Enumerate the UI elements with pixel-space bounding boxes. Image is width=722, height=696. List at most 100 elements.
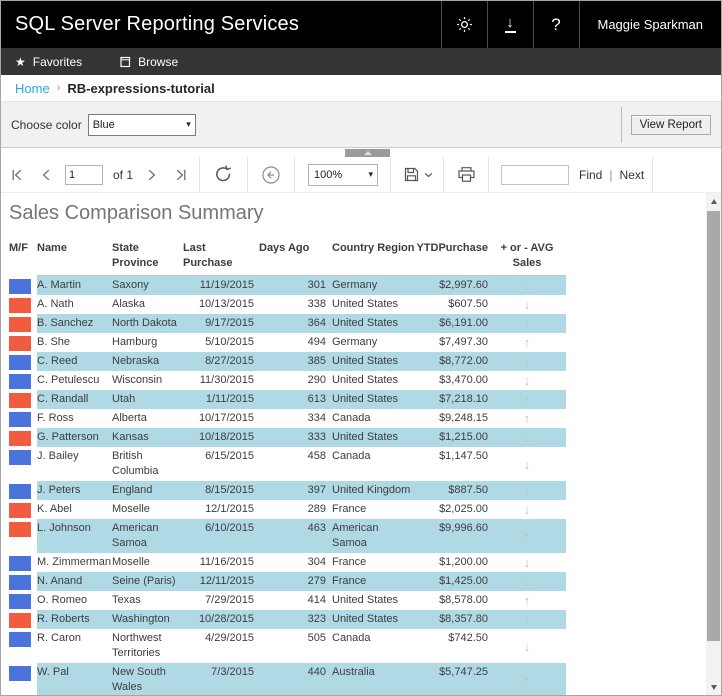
- cell-country-region: United States: [332, 298, 399, 310]
- view-report-button[interactable]: View Report: [630, 114, 711, 135]
- table-row: B. She Hamburg 5/10/2015 494 Germany $7,…: [9, 333, 721, 352]
- breadcrumb: Home › RB-expressions-tutorial: [1, 75, 721, 102]
- gender-color-square: [9, 393, 31, 408]
- cell-days-ago: 414: [307, 594, 326, 606]
- cell-mf: [9, 333, 37, 352]
- report-title: Sales Comparison Summary: [9, 202, 264, 224]
- table-row: C. Randall Utah 1/11/2015 613 United Sta…: [9, 390, 721, 409]
- cell-ytd-purchase: $8,772.00: [439, 355, 488, 367]
- previous-page-button[interactable]: [39, 167, 53, 183]
- table-header-row: M/F Name State Province Last Purchase Da…: [9, 239, 721, 276]
- cell-country-region: United States: [332, 393, 399, 405]
- report-viewport: Sales Comparison Summary M/F Name State …: [1, 193, 721, 695]
- cell-days-ago: 279: [307, 575, 326, 587]
- next-link[interactable]: Next: [619, 167, 645, 182]
- cell-mf: [9, 295, 37, 314]
- scrollbar-thumb[interactable]: [707, 211, 720, 641]
- page-number-input[interactable]: [65, 164, 103, 185]
- table-row: A. Nath Alaska 10/13/2015 338 United Sta…: [9, 295, 721, 314]
- user-menu-button[interactable]: Maggie Sparkman: [578, 1, 722, 48]
- back-circle-icon: [262, 165, 280, 184]
- download-button[interactable]: ↓: [486, 1, 533, 48]
- cell-ytd-purchase: $1,215.00: [439, 431, 488, 443]
- cell-ytd-purchase: $1,425.00: [439, 575, 488, 587]
- cell-state-province: North Dakota: [112, 317, 177, 329]
- cell-last-purchase: 6/10/2015: [205, 522, 254, 534]
- cell-mf: [9, 591, 37, 610]
- cell-state-province: Moselle: [112, 556, 150, 568]
- cell-state-province: Northwest Territories: [112, 632, 162, 659]
- zoom-select[interactable]: 100%: [308, 163, 379, 186]
- last-page-icon: [176, 169, 186, 180]
- parameters-bar: Choose color Blue View Report: [1, 102, 721, 148]
- cell-mf: [9, 610, 37, 629]
- table-row: J. Bailey British Columbia 6/15/2015 458…: [9, 447, 721, 481]
- cell-days-ago: 290: [307, 374, 326, 386]
- export-button[interactable]: [403, 166, 433, 183]
- cell-days-ago: 334: [307, 412, 326, 424]
- first-page-button[interactable]: [9, 167, 25, 183]
- refresh-button[interactable]: [213, 164, 234, 185]
- cell-state-province: England: [112, 484, 153, 496]
- cell-country-region: Germany: [332, 336, 378, 348]
- trend-arrow-icon: ↑: [523, 612, 531, 627]
- scrollbar-down-button[interactable]: [706, 679, 721, 695]
- cell-state-province: Washington: [112, 613, 170, 625]
- vertical-scrollbar[interactable]: [706, 193, 721, 695]
- cell-ytd-purchase: $8,357.80: [439, 613, 488, 625]
- user-name: Maggie Sparkman: [597, 17, 704, 32]
- favorites-nav-item[interactable]: ★ Favorites: [15, 55, 82, 69]
- cell-ytd-purchase: $5,747.25: [439, 666, 488, 678]
- print-button[interactable]: [457, 166, 476, 183]
- browse-nav-item[interactable]: Browse: [120, 55, 178, 69]
- column-header-ytd: YTDPurchase: [416, 242, 488, 254]
- cell-ytd-purchase: $1,200.00: [439, 556, 488, 568]
- find-input[interactable]: [501, 164, 570, 185]
- cell-last-purchase: 11/19/2015: [199, 279, 254, 291]
- cell-last-purchase: 10/17/2015: [198, 412, 254, 424]
- trend-arrow-icon: ↑: [523, 672, 531, 688]
- cell-state-province: Kansas: [112, 431, 149, 443]
- table-row: L. Johnson American Samoa 6/10/2015 463 …: [9, 519, 721, 553]
- parameters-collapse-handle[interactable]: [345, 149, 390, 157]
- cell-last-purchase: 7/29/2015: [205, 594, 254, 606]
- gender-color-square: [9, 594, 31, 609]
- back-button[interactable]: [261, 165, 281, 185]
- trend-arrow-icon: ↑: [523, 411, 531, 426]
- gender-color-square: [9, 355, 31, 370]
- cell-days-ago: 494: [307, 336, 326, 348]
- cell-days-ago: 301: [307, 279, 326, 291]
- trend-arrow-icon: ↓: [523, 638, 531, 654]
- cell-name: B. Sanchez: [37, 317, 94, 329]
- settings-button[interactable]: [440, 1, 487, 48]
- cell-name: A. Nath: [37, 298, 74, 310]
- cell-ytd-purchase: $9,248.15: [439, 412, 488, 424]
- cell-country-region: American Samoa: [332, 522, 379, 549]
- cell-state-province: British Columbia: [112, 450, 159, 477]
- next-page-button[interactable]: [145, 167, 159, 183]
- next-page-icon: [148, 169, 156, 180]
- toolbar-divider: [488, 157, 490, 192]
- color-select[interactable]: Blue: [87, 113, 196, 136]
- browse-icon: [120, 56, 131, 67]
- cell-days-ago: 385: [307, 355, 326, 367]
- scroll-up-icon: [710, 198, 717, 204]
- portal-navbar: ★ Favorites Browse: [1, 48, 721, 75]
- cell-days-ago: 397: [307, 484, 326, 496]
- cell-state-province: Alberta: [112, 412, 147, 424]
- cell-last-purchase: 1/11/2015: [205, 393, 254, 405]
- cell-name: F. Ross: [37, 412, 74, 424]
- find-link[interactable]: Find: [579, 167, 603, 182]
- cell-last-purchase: 11/16/2015: [199, 556, 254, 568]
- toolbar-divider: [247, 157, 249, 192]
- scrollbar-up-button[interactable]: [706, 193, 721, 209]
- cell-last-purchase: 10/13/2015: [198, 298, 254, 310]
- breadcrumb-home-link[interactable]: Home: [15, 80, 50, 96]
- last-page-button[interactable]: [173, 167, 189, 183]
- cell-ytd-purchase: $1,147.50: [439, 450, 488, 462]
- help-button[interactable]: ?: [532, 1, 579, 48]
- cell-state-province: Alaska: [112, 298, 146, 310]
- cell-days-ago: 440: [307, 666, 326, 678]
- cell-days-ago: 289: [307, 503, 326, 515]
- table-row: K. Abel Moselle 12/1/2015 289 France $2,…: [9, 500, 721, 519]
